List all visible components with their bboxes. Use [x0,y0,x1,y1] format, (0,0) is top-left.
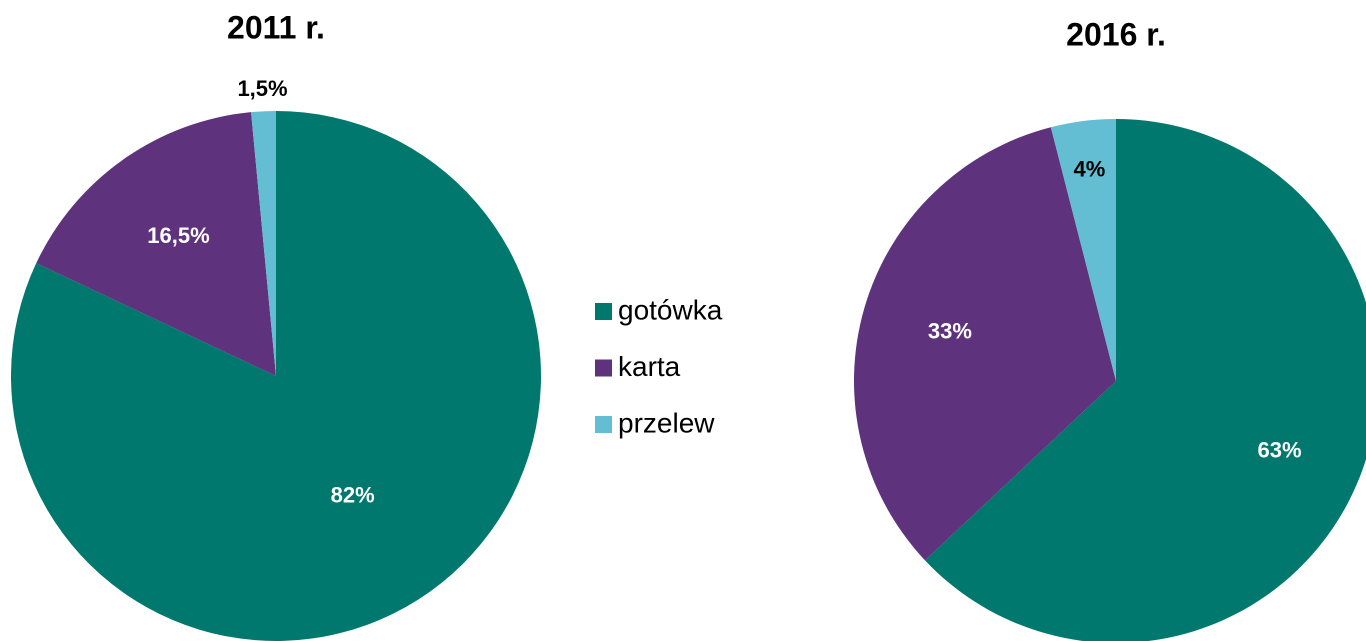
chart-title: 2011 r. [227,9,325,45]
legend-swatch [595,303,612,320]
data-label: 33% [928,319,972,344]
legend-swatch [595,416,612,433]
data-label: 16,5% [147,223,209,248]
pie-slice [925,119,1366,641]
data-label: 4% [1074,156,1106,181]
pie-slice [251,111,276,376]
legend-swatch [595,359,612,377]
data-label: 82% [331,483,375,508]
data-label: 1,5% [237,76,287,101]
pie-slice [1050,119,1116,381]
pie-slice [854,127,1116,561]
legend-label: przelew [618,407,715,438]
chart-title: 2016 r. [1066,16,1166,52]
legend-label: karta [618,351,681,382]
pie-slice [10,111,541,641]
legend-label: gotówka [618,294,723,325]
pie-slice [36,112,277,376]
data-label: 63% [1257,438,1301,463]
